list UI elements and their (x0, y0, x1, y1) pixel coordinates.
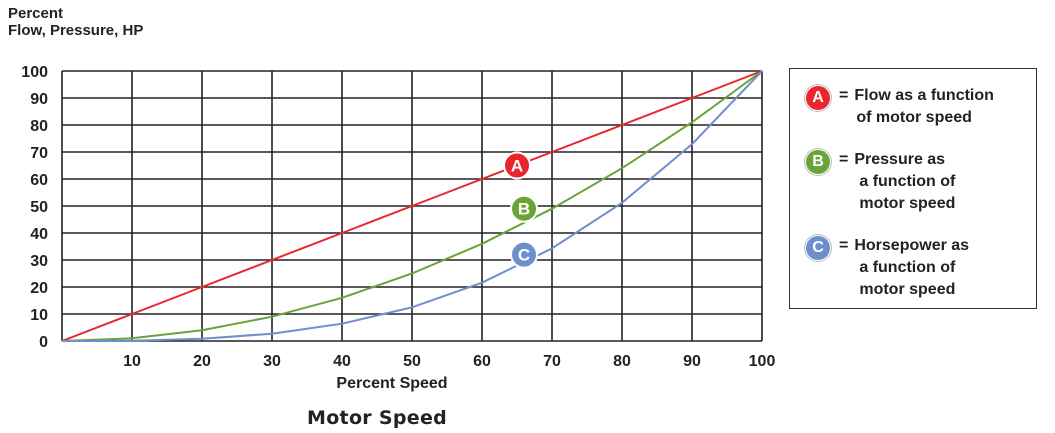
y-tick-label: 30 (30, 253, 48, 270)
legend-badge-b: B (805, 149, 831, 175)
x-tick-label: 60 (473, 353, 491, 370)
curve-marker-label-b: B (518, 200, 530, 219)
y-tick-label: 40 (30, 226, 48, 243)
y-axis-title-line2: Flow, Pressure, HP (8, 22, 144, 39)
legend-line: Pressure as (854, 151, 946, 168)
y-tick-label: 80 (30, 118, 48, 135)
x-tick-label: 50 (403, 353, 421, 370)
y-tick-label: 60 (30, 172, 48, 189)
legend-item-horsepower: C = Horsepower as a function of motor sp… (805, 235, 1024, 301)
curve-marker-c (510, 240, 538, 269)
legend-line: motor speed (859, 195, 956, 212)
chart-title: Motor Speed (307, 407, 448, 429)
series-line-c (61, 70, 763, 342)
x-tick-label: 10 (123, 353, 141, 370)
legend-line: a function of (859, 259, 956, 276)
curve-marker-b (510, 194, 538, 223)
curve-marker-label-c: C (518, 246, 530, 265)
legend-label-horsepower: Horsepower as a function of motor speed (854, 235, 1024, 301)
x-tick-label: 20 (193, 353, 211, 370)
y-tick-label: 90 (30, 91, 48, 108)
series-line-a (61, 70, 763, 342)
x-tick-label: 80 (613, 353, 631, 370)
legend-box: A = Flow as a function of motor speed B … (789, 68, 1037, 309)
y-tick-label: 50 (30, 199, 48, 216)
x-tick-label: 90 (683, 353, 701, 370)
legend-label-flow: Flow as a function of motor speed (854, 85, 1024, 129)
y-axis-title: Percent Flow, Pressure, HP (8, 5, 143, 39)
series-line-b (61, 70, 763, 342)
x-axis-label: Percent Speed (336, 375, 447, 392)
legend-line: of motor speed (856, 109, 972, 126)
legend-item-pressure: B = Pressure as a function of motor spee… (805, 149, 1024, 215)
y-tick-label: 20 (30, 280, 48, 297)
legend-line: motor speed (859, 281, 956, 298)
legend-item-flow: A = Flow as a function of motor speed (805, 85, 1024, 129)
legend-badge-c: C (805, 235, 831, 261)
x-tick-label: 40 (333, 353, 351, 370)
x-tick-label: 100 (749, 353, 776, 370)
legend-line: Flow as a function (854, 87, 994, 104)
legend-equals: = (839, 237, 849, 254)
legend-line: a function of (859, 173, 956, 190)
legend-equals: = (839, 87, 849, 104)
curve-marker-a (503, 151, 531, 180)
legend-line: Horsepower as (854, 237, 970, 254)
y-tick-label: 0 (39, 334, 48, 351)
curve-marker-label-a: A (511, 157, 523, 176)
y-tick-label: 70 (30, 145, 48, 162)
y-tick-label: 10 (30, 307, 48, 324)
legend-label-pressure: Pressure as a function of motor speed (854, 149, 1024, 215)
x-tick-label: 70 (543, 353, 561, 370)
legend-badge-a: A (805, 85, 831, 111)
y-axis-title-line1: Percent (8, 5, 64, 22)
x-tick-label: 30 (263, 353, 281, 370)
y-tick-label: 100 (21, 64, 48, 81)
line-chart: 0 10 20 30 40 50 60 70 80 90 100 10 20 30 40 50 60 70 80 90… (21, 64, 776, 392)
legend-equals: = (839, 151, 849, 168)
